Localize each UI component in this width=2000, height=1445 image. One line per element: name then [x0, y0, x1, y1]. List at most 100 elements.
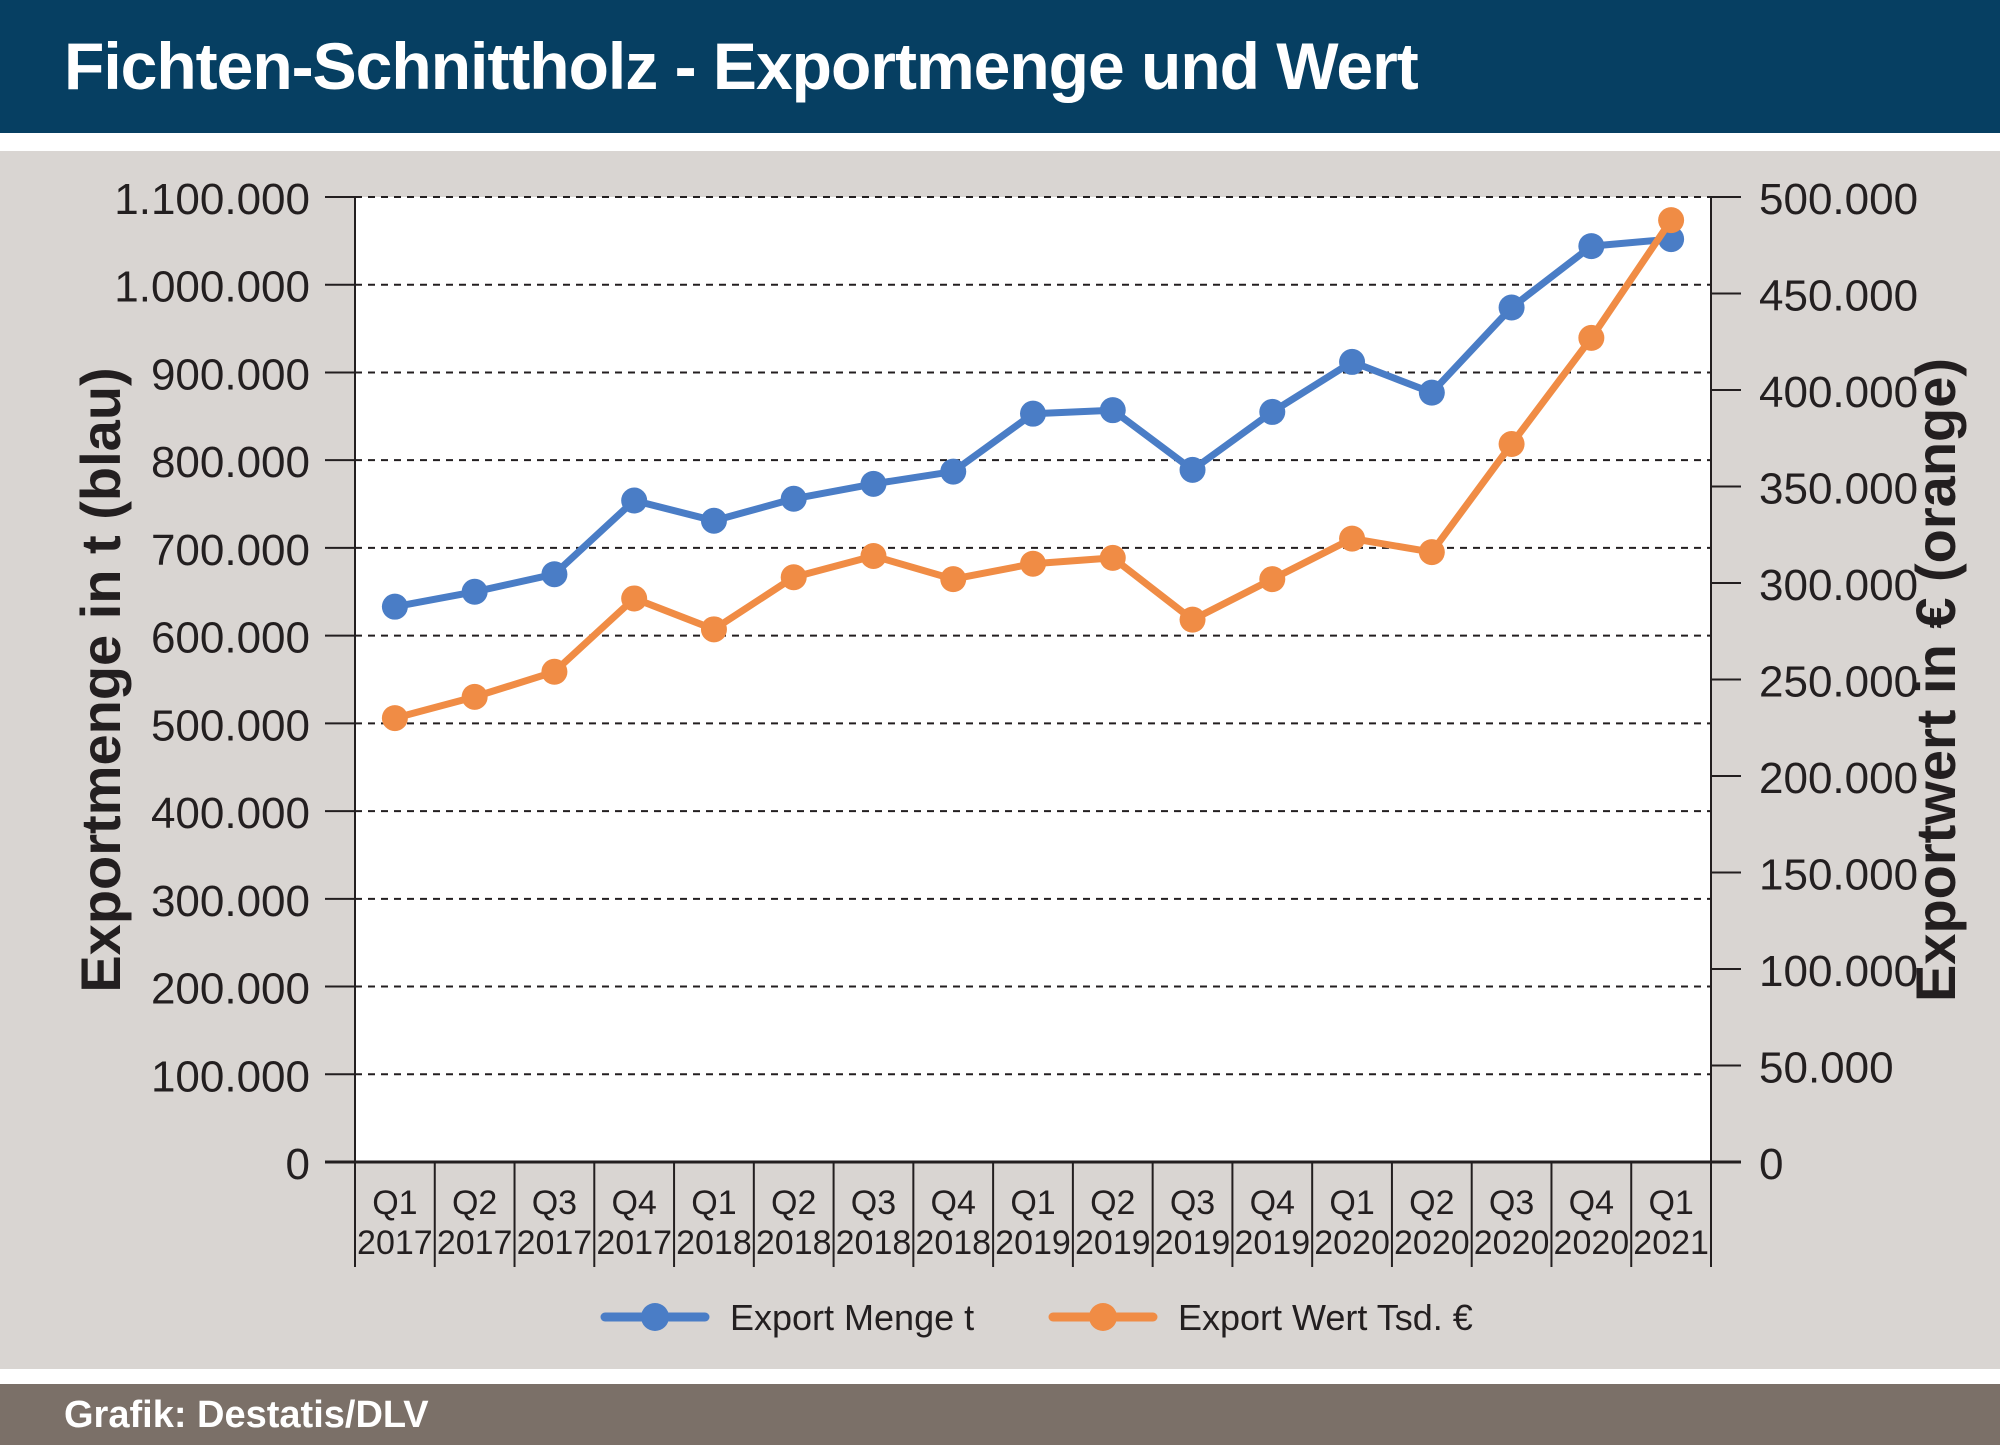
legend-marker-export-menge [641, 1303, 669, 1331]
x-tick-label-year: 2018 [915, 1224, 991, 1262]
right-axis: 0 50.000 100.000 150.000 200.000 250.000 300.0… [1710, 175, 1918, 1189]
data-point-export-wert [1498, 431, 1525, 458]
x-tick-label-quarter: Q4 [931, 1184, 976, 1222]
data-point-export-menge [700, 507, 727, 534]
y-tick-label: 800.000 [151, 438, 310, 487]
legend: Export Menge t Export Wert Tsd. € [600, 1297, 1473, 1338]
y2-axis-label: Exportwert in € (orange) [1904, 358, 1967, 1002]
x-tick-label-year: 2018 [756, 1224, 832, 1262]
data-point-export-menge [1498, 294, 1525, 321]
data-point-export-wert [700, 616, 727, 643]
x-tick-label-year: 2017 [517, 1224, 593, 1262]
legend-label-export-wert: Export Wert Tsd. € [1178, 1297, 1473, 1338]
data-point-export-menge [461, 578, 488, 605]
data-point-export-wert [1179, 606, 1206, 633]
data-point-export-wert [541, 658, 568, 685]
x-tick-label-quarter: Q1 [691, 1184, 736, 1222]
x-tick-label-year: 2019 [995, 1224, 1071, 1262]
y-tick-label: 300.000 [151, 877, 310, 926]
x-tick-label-quarter: Q1 [1648, 1184, 1693, 1222]
y-tick-label: 400.000 [151, 789, 310, 838]
chart-title: Fichten-Schnittholz - Exportmenge und We… [64, 29, 1419, 103]
y2-tick-label: 150.000 [1759, 851, 1918, 900]
data-point-export-wert [1578, 324, 1605, 351]
y2-tick-label: 250.000 [1759, 658, 1918, 707]
y2-tick-label: 100.000 [1759, 947, 1918, 996]
x-tick-label-year: 2021 [1633, 1224, 1709, 1262]
x-tick-label-year: 2017 [437, 1224, 513, 1262]
data-point-export-menge [1099, 397, 1126, 424]
data-point-export-wert [381, 705, 408, 732]
y-tick-label: 200.000 [151, 965, 310, 1014]
x-tick-label-quarter: Q3 [1489, 1184, 1534, 1222]
data-point-export-menge [381, 593, 408, 620]
x-tick-label-quarter: Q1 [1329, 1184, 1374, 1222]
y2-tick-label: 300.000 [1759, 561, 1918, 610]
data-point-export-menge [541, 561, 568, 588]
data-point-export-menge [1259, 398, 1286, 425]
x-tick-label-quarter: Q2 [1090, 1184, 1135, 1222]
x-tick-label-quarter: Q2 [1409, 1184, 1454, 1222]
left-axis: 0 100.000 200.000 300.000 400.000 500.000 600.… [114, 175, 356, 1189]
data-point-export-menge [1339, 348, 1366, 375]
data-point-export-wert [940, 566, 967, 593]
data-point-export-menge [621, 487, 648, 514]
y-tick-label: 900.000 [151, 350, 310, 399]
header-bar: Fichten-Schnittholz - Exportmenge und We… [0, 0, 2000, 133]
data-point-export-menge [1578, 233, 1605, 260]
y-axis-label: Exportmenge in t (blau) [69, 367, 132, 992]
x-tick-label-year: 2017 [596, 1224, 672, 1262]
y2-tick-label: 400.000 [1759, 368, 1918, 417]
y2-tick-label: 50.000 [1759, 1044, 1894, 1093]
x-axis: Q12017Q22017Q32017Q42017Q12018Q22018Q320… [325, 1160, 1741, 1267]
y-tick-label: 1.100.000 [114, 175, 310, 224]
x-tick-label-quarter: Q3 [1170, 1184, 1215, 1222]
x-tick-label-quarter: Q1 [1010, 1184, 1055, 1222]
data-point-export-wert [780, 564, 807, 591]
data-point-export-wert [1418, 539, 1445, 566]
y-tick-label: 600.000 [151, 614, 310, 663]
x-tick-label-year: 2020 [1554, 1224, 1630, 1262]
y-tick-label: 1.000.000 [114, 263, 310, 312]
plot-area [355, 197, 1711, 1162]
data-point-export-menge [1179, 456, 1206, 483]
y-tick-label: 100.000 [151, 1052, 310, 1101]
x-tick-label-year: 2019 [1155, 1224, 1231, 1262]
y2-tick-label: 350.000 [1759, 465, 1918, 514]
y2-tick-label: 450.000 [1759, 272, 1918, 321]
x-tick-label-year: 2019 [1234, 1224, 1310, 1262]
legend-label-export-menge: Export Menge t [730, 1297, 974, 1338]
x-tick-label-quarter: Q2 [771, 1184, 816, 1222]
y2-tick-label: 0 [1759, 1140, 1783, 1189]
x-tick-label-quarter: Q4 [1569, 1184, 1614, 1222]
x-tick-label-year: 2020 [1394, 1224, 1470, 1262]
footer-bar: Grafik: Destatis/DLV [0, 1384, 2000, 1445]
y-tick-label: 0 [286, 1140, 310, 1189]
y2-tick-label: 200.000 [1759, 754, 1918, 803]
data-point-export-menge [1020, 400, 1046, 427]
x-tick-label-quarter: Q3 [851, 1184, 896, 1222]
data-point-export-wert [1020, 550, 1046, 577]
y2-tick-label: 500.000 [1759, 175, 1918, 224]
data-point-export-wert [1658, 207, 1685, 234]
x-tick-label-quarter: Q4 [1250, 1184, 1295, 1222]
data-point-export-wert [1099, 544, 1126, 571]
data-point-export-menge [1418, 379, 1445, 406]
data-point-export-wert [461, 683, 488, 710]
data-point-export-wert [860, 542, 887, 569]
data-point-export-wert [1339, 525, 1366, 552]
data-point-export-wert [1259, 566, 1286, 593]
y-tick-label: 500.000 [151, 701, 310, 750]
data-point-export-wert [621, 585, 648, 612]
x-tick-label-quarter: Q3 [532, 1184, 577, 1222]
x-tick-label-year: 2020 [1314, 1224, 1390, 1262]
source-credit: Grafik: Destatis/DLV [64, 1394, 429, 1436]
x-tick-label-year: 2017 [357, 1224, 433, 1262]
legend-marker-export-wert [1089, 1303, 1117, 1331]
x-tick-label-quarter: Q2 [452, 1184, 497, 1222]
x-tick-label-year: 2018 [836, 1224, 912, 1262]
y-tick-label: 700.000 [151, 526, 310, 575]
x-tick-label-year: 2019 [1075, 1224, 1151, 1262]
data-point-export-menge [860, 470, 887, 497]
